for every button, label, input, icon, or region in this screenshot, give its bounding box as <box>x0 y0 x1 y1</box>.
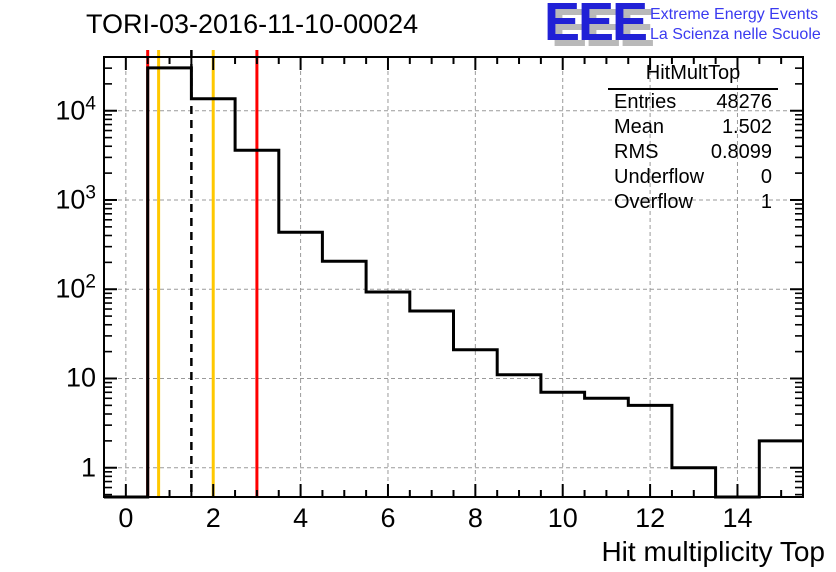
stats-value: 0.8099 <box>710 141 772 163</box>
eee-logo-text: Extreme Energy Events La Scienza nelle S… <box>650 5 821 45</box>
y-tick-label: 104 <box>55 93 96 126</box>
stats-label: Overflow <box>614 191 693 213</box>
x-tick-label: 2 <box>205 503 221 533</box>
stats-label: RMS <box>614 141 659 163</box>
y-tick-label: 10 <box>65 362 96 393</box>
stats-value: 48276 <box>716 91 772 113</box>
eee-logo: EEE <box>544 0 648 52</box>
x-tick-label: 8 <box>467 503 483 533</box>
logo-line1: Extreme Energy Events <box>650 6 819 23</box>
logo-line2: La Scienza nelle Scuole <box>650 26 821 43</box>
stats-label: Underflow <box>614 166 705 188</box>
stats-row-underflow: Underflow 0 <box>608 165 778 190</box>
stats-label: Mean <box>614 116 665 138</box>
stats-value: 0 <box>760 166 772 188</box>
page-title: TORI-03-2016-11-10-00024 <box>86 9 419 39</box>
x-tick-label: 12 <box>635 503 666 533</box>
y-tick-label: 103 <box>55 182 96 215</box>
x-tick-label: 4 <box>293 503 309 533</box>
x-tick-label: 6 <box>380 503 396 533</box>
y-tick-label: 1 <box>80 452 96 483</box>
stats-row-entries: Entries 48276 <box>608 90 778 115</box>
x-tick-label: 10 <box>547 503 578 533</box>
stats-box: HitMultTop Entries 48276 Mean 1.502 RMS … <box>608 62 778 215</box>
y-tick-label: 102 <box>55 271 96 304</box>
x-axis-title: Hit multiplicity Top <box>601 536 825 567</box>
stats-value: 1.502 <box>721 116 772 138</box>
stats-title: HitMultTop <box>608 62 778 90</box>
stats-row-mean: Mean 1.502 <box>608 115 778 140</box>
stats-row-rms: RMS 0.8099 <box>608 140 778 165</box>
histogram-step-line <box>104 66 803 499</box>
stats-label: Entries <box>614 91 677 113</box>
stats-row-overflow: Overflow 1 <box>608 190 778 215</box>
stats-value: 1 <box>760 191 772 213</box>
x-tick-label: 14 <box>722 503 753 533</box>
x-tick-label: 0 <box>118 503 134 533</box>
